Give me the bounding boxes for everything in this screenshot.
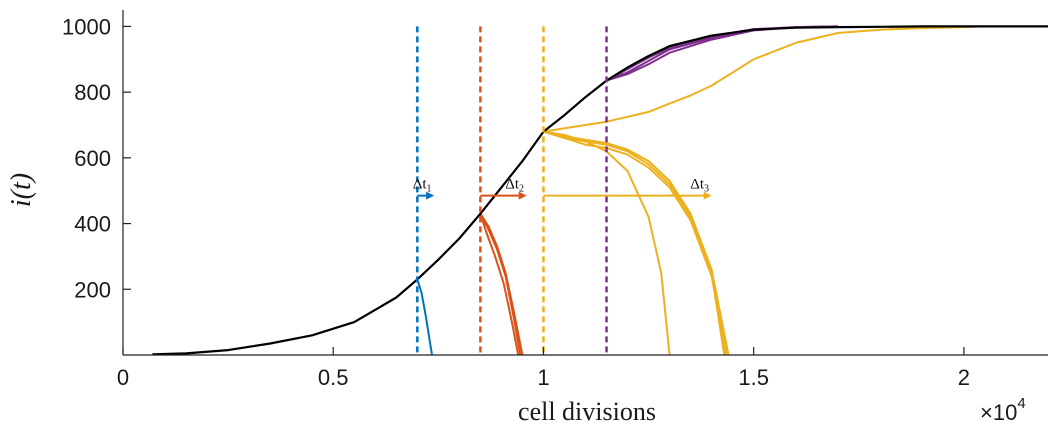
arrow-head-2 xyxy=(703,191,712,200)
arrow-label-2: Δt3 xyxy=(690,177,709,195)
arrow-head-0 xyxy=(426,191,435,200)
arrow-label-text-1: Δt xyxy=(505,177,520,193)
arrow-label-subscript-0: 1 xyxy=(427,184,432,195)
branch-line-3 xyxy=(479,213,520,356)
arrow-label-1: Δt2 xyxy=(505,177,524,195)
x-tick-label-0: 0 xyxy=(117,365,129,390)
y-tick-label-3: 800 xyxy=(74,80,111,105)
x-tick-label-3: 1.5 xyxy=(738,365,769,390)
y-tick-label-2: 600 xyxy=(74,146,111,171)
y-axis-label: i(t) xyxy=(6,173,37,207)
arrow-head-1 xyxy=(518,191,527,200)
vertical-markers-layer xyxy=(416,26,608,355)
chart-background xyxy=(123,10,1048,355)
arrow-label-subscript-2: 3 xyxy=(704,184,709,195)
x-axis-multiplier-base: ×10 xyxy=(980,400,1017,425)
branch-line-0 xyxy=(416,279,433,356)
axes-layer xyxy=(122,10,1048,356)
y-tick-label-0: 200 xyxy=(74,277,111,302)
x-tick-label-1: 0.5 xyxy=(318,365,349,390)
x-axis-label: cell divisions xyxy=(518,397,656,426)
arrow-label-0: Δt1 xyxy=(413,177,432,195)
arrow-label-text-0: Δt xyxy=(413,177,428,193)
main-series-line xyxy=(152,25,1048,356)
branch-line-2 xyxy=(479,213,524,356)
branch-line-8 xyxy=(543,25,985,133)
ticks-layer: 0 0.5 1 1.5 2 200 400 600 800 1000 xyxy=(62,14,970,390)
branch-line-6 xyxy=(543,130,730,356)
arrow-label-subscript-1: 2 xyxy=(519,184,524,195)
x-axis-multiplier-exponent: 4 xyxy=(1017,395,1025,412)
x-tick-label-4: 2 xyxy=(958,365,970,390)
y-tick-label-4: 1000 xyxy=(62,14,111,39)
main-series-layer xyxy=(152,25,1048,356)
arrows-layer: Δt1 Δt2 Δt3 xyxy=(413,177,712,200)
y-tick-label-1: 400 xyxy=(74,212,111,237)
arrow-label-text-2: Δt xyxy=(690,177,705,193)
x-axis-multiplier: ×104 xyxy=(980,395,1026,425)
x-tick-label-2: 1 xyxy=(537,365,549,390)
branch-line-7 xyxy=(543,130,728,356)
